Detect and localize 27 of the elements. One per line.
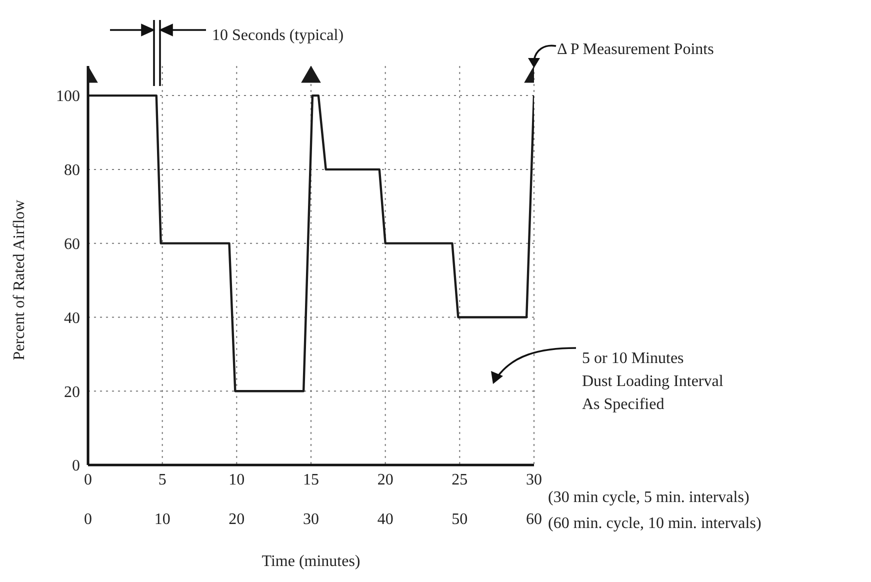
x-tick-label: 15 bbox=[303, 471, 319, 488]
text: (60 min. cycle, 10 min. intervals) bbox=[548, 515, 762, 533]
x2-tick-label: 0 bbox=[84, 511, 92, 528]
y-axis-title: Percent of Rated Airflow bbox=[11, 199, 28, 360]
x2-tick-label: 10 bbox=[154, 511, 170, 528]
x2-tick-label: 50 bbox=[452, 511, 468, 528]
y-tick-label: 80 bbox=[64, 162, 80, 180]
text: 5 or 10 Minutes Dust Loading Interval As Specified bbox=[582, 349, 724, 415]
x-tick-label: 5 bbox=[158, 471, 166, 488]
x-tick-label: 25 bbox=[452, 471, 468, 488]
y-tick-label: 0 bbox=[72, 458, 80, 475]
y-tick-label: 60 bbox=[64, 236, 80, 254]
x-tick-label: 10 bbox=[228, 471, 245, 488]
x-tick-label: 20 bbox=[377, 471, 394, 488]
text: 10 Seconds (typical) bbox=[212, 27, 344, 45]
x2-tick-label: 30 bbox=[303, 511, 319, 528]
text: Δ P Measurement Points bbox=[557, 41, 714, 59]
x2-tick-label: 20 bbox=[228, 511, 245, 528]
x2-tick-label: 60 bbox=[526, 511, 542, 528]
y-tick-label: 100 bbox=[56, 88, 80, 106]
y-tick-label: 40 bbox=[64, 310, 80, 327]
y-tick-label: 20 bbox=[64, 384, 80, 401]
text: (30 min cycle, 5 min. intervals) bbox=[548, 489, 750, 507]
x-axis-title: Time (minutes) bbox=[262, 553, 360, 570]
x-tick-label: 30 bbox=[526, 471, 542, 488]
x-tick-label: 0 bbox=[84, 471, 92, 488]
x2-tick-label: 40 bbox=[377, 511, 394, 528]
